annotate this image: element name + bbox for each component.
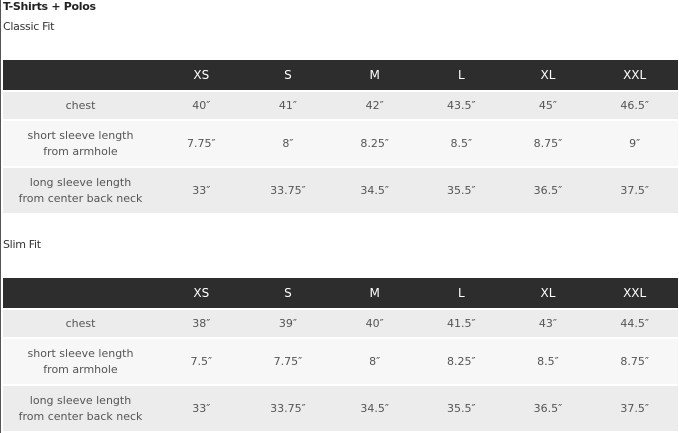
size-header: S [244,278,332,309]
measurement-label: long sleeve length from center back neck [3,166,158,213]
measurement-value: 39″ [244,308,332,338]
size-header: XS [158,60,245,91]
measurement-value: 34.5″ [331,166,418,213]
label-line: chest [65,316,96,330]
measurement-value: 8.75″ [504,119,592,167]
measurement-value: 33″ [158,384,245,431]
measurement-label: short sleeve length from armhole [3,337,158,385]
measurement-value: 8″ [244,119,332,167]
table-row: short sleeve length from armhole 7.75″ 8″ 8.… [3,119,678,167]
page-title: T-Shirts + Polos [3,0,96,13]
size-header: L [417,278,505,309]
measurement-value: 36.5″ [504,166,592,213]
size-header: M [331,278,418,309]
measurement-value: 33″ [158,166,245,213]
measurement-value: 46.5″ [591,90,678,120]
size-header: XL [504,60,592,91]
measurement-value: 8.5″ [504,337,592,385]
measurement-value: 41″ [244,90,332,120]
measurement-value: 40″ [331,308,418,338]
measurement-label: chest [3,308,158,338]
measurement-value: 9″ [591,119,678,167]
table-row: short sleeve length from armhole 7.5″ 7.75″… [3,337,678,385]
measurement-value: 40″ [158,90,245,120]
table-row: long sleeve length from center back neck 3… [3,166,678,213]
measurement-label: short sleeve length from armhole [3,119,158,167]
size-header: XL [504,278,592,309]
slim-fit-size-table: XS S M L XL XXL chest 38″ 39″ 40″ 41.5″ 43″ 44.5″ sho… [3,278,678,431]
size-header: XS [158,278,245,309]
measurement-value: 33.75″ [244,166,332,213]
size-header: L [417,60,505,91]
measurement-value: 8″ [331,337,418,385]
measurement-label: long sleeve length from center back neck [3,384,158,431]
measurement-value: 43.5″ [417,90,505,120]
measurement-value: 38″ [158,308,245,338]
measurement-value: 7.75″ [244,337,332,385]
measurement-value: 8.25″ [331,119,418,167]
measurement-value: 43″ [504,308,592,338]
measurement-value: 33.75″ [244,384,332,431]
header-blank [3,278,158,309]
label-line: from center back neck [18,191,143,205]
label-line: chest [65,98,96,112]
fit-heading: Classic Fit [3,20,55,33]
header-row: XS S M L XL XXL [3,60,678,91]
measurement-value: 41.5″ [417,308,505,338]
size-header: XXL [591,60,678,91]
header-blank [3,60,158,91]
size-header: S [244,60,332,91]
size-header: M [331,60,418,91]
measurement-value: 42″ [331,90,418,120]
classic-fit-size-table: XS S M L XL XXL chest 40″ 41″ 42″ 43.5″ 45″ 46.5″ sho… [3,60,678,213]
measurement-value: 8.5″ [417,119,505,167]
label-line: from armhole [43,362,118,376]
label-line: short sleeve length [27,346,134,360]
measurement-value: 8.25″ [417,337,505,385]
measurement-value: 37.5″ [591,384,678,431]
label-line: short sleeve length [27,128,134,142]
table-row: chest 38″ 39″ 40″ 41.5″ 43″ 44.5″ [3,308,678,338]
fit-heading: Slim Fit [3,238,41,251]
measurement-value: 36.5″ [504,384,592,431]
label-line: from armhole [43,144,118,158]
measurement-value: 7.75″ [158,119,245,167]
measurement-value: 44.5″ [591,308,678,338]
measurement-value: 35.5″ [417,384,505,431]
table-row: chest 40″ 41″ 42″ 43.5″ 45″ 46.5″ [3,90,678,120]
measurement-label: chest [3,90,158,120]
measurement-value: 45″ [504,90,592,120]
label-line: long sleeve length [29,393,132,407]
measurement-value: 34.5″ [331,384,418,431]
measurement-value: 8.75″ [591,337,678,385]
label-line: from center back neck [18,409,143,423]
header-row: XS S M L XL XXL [3,278,678,309]
measurement-value: 37.5″ [591,166,678,213]
size-header: XXL [591,278,678,309]
table-row: long sleeve length from center back neck 3… [3,384,678,431]
measurement-value: 35.5″ [417,166,505,213]
label-line: long sleeve length [29,175,132,189]
measurement-value: 7.5″ [158,337,245,385]
